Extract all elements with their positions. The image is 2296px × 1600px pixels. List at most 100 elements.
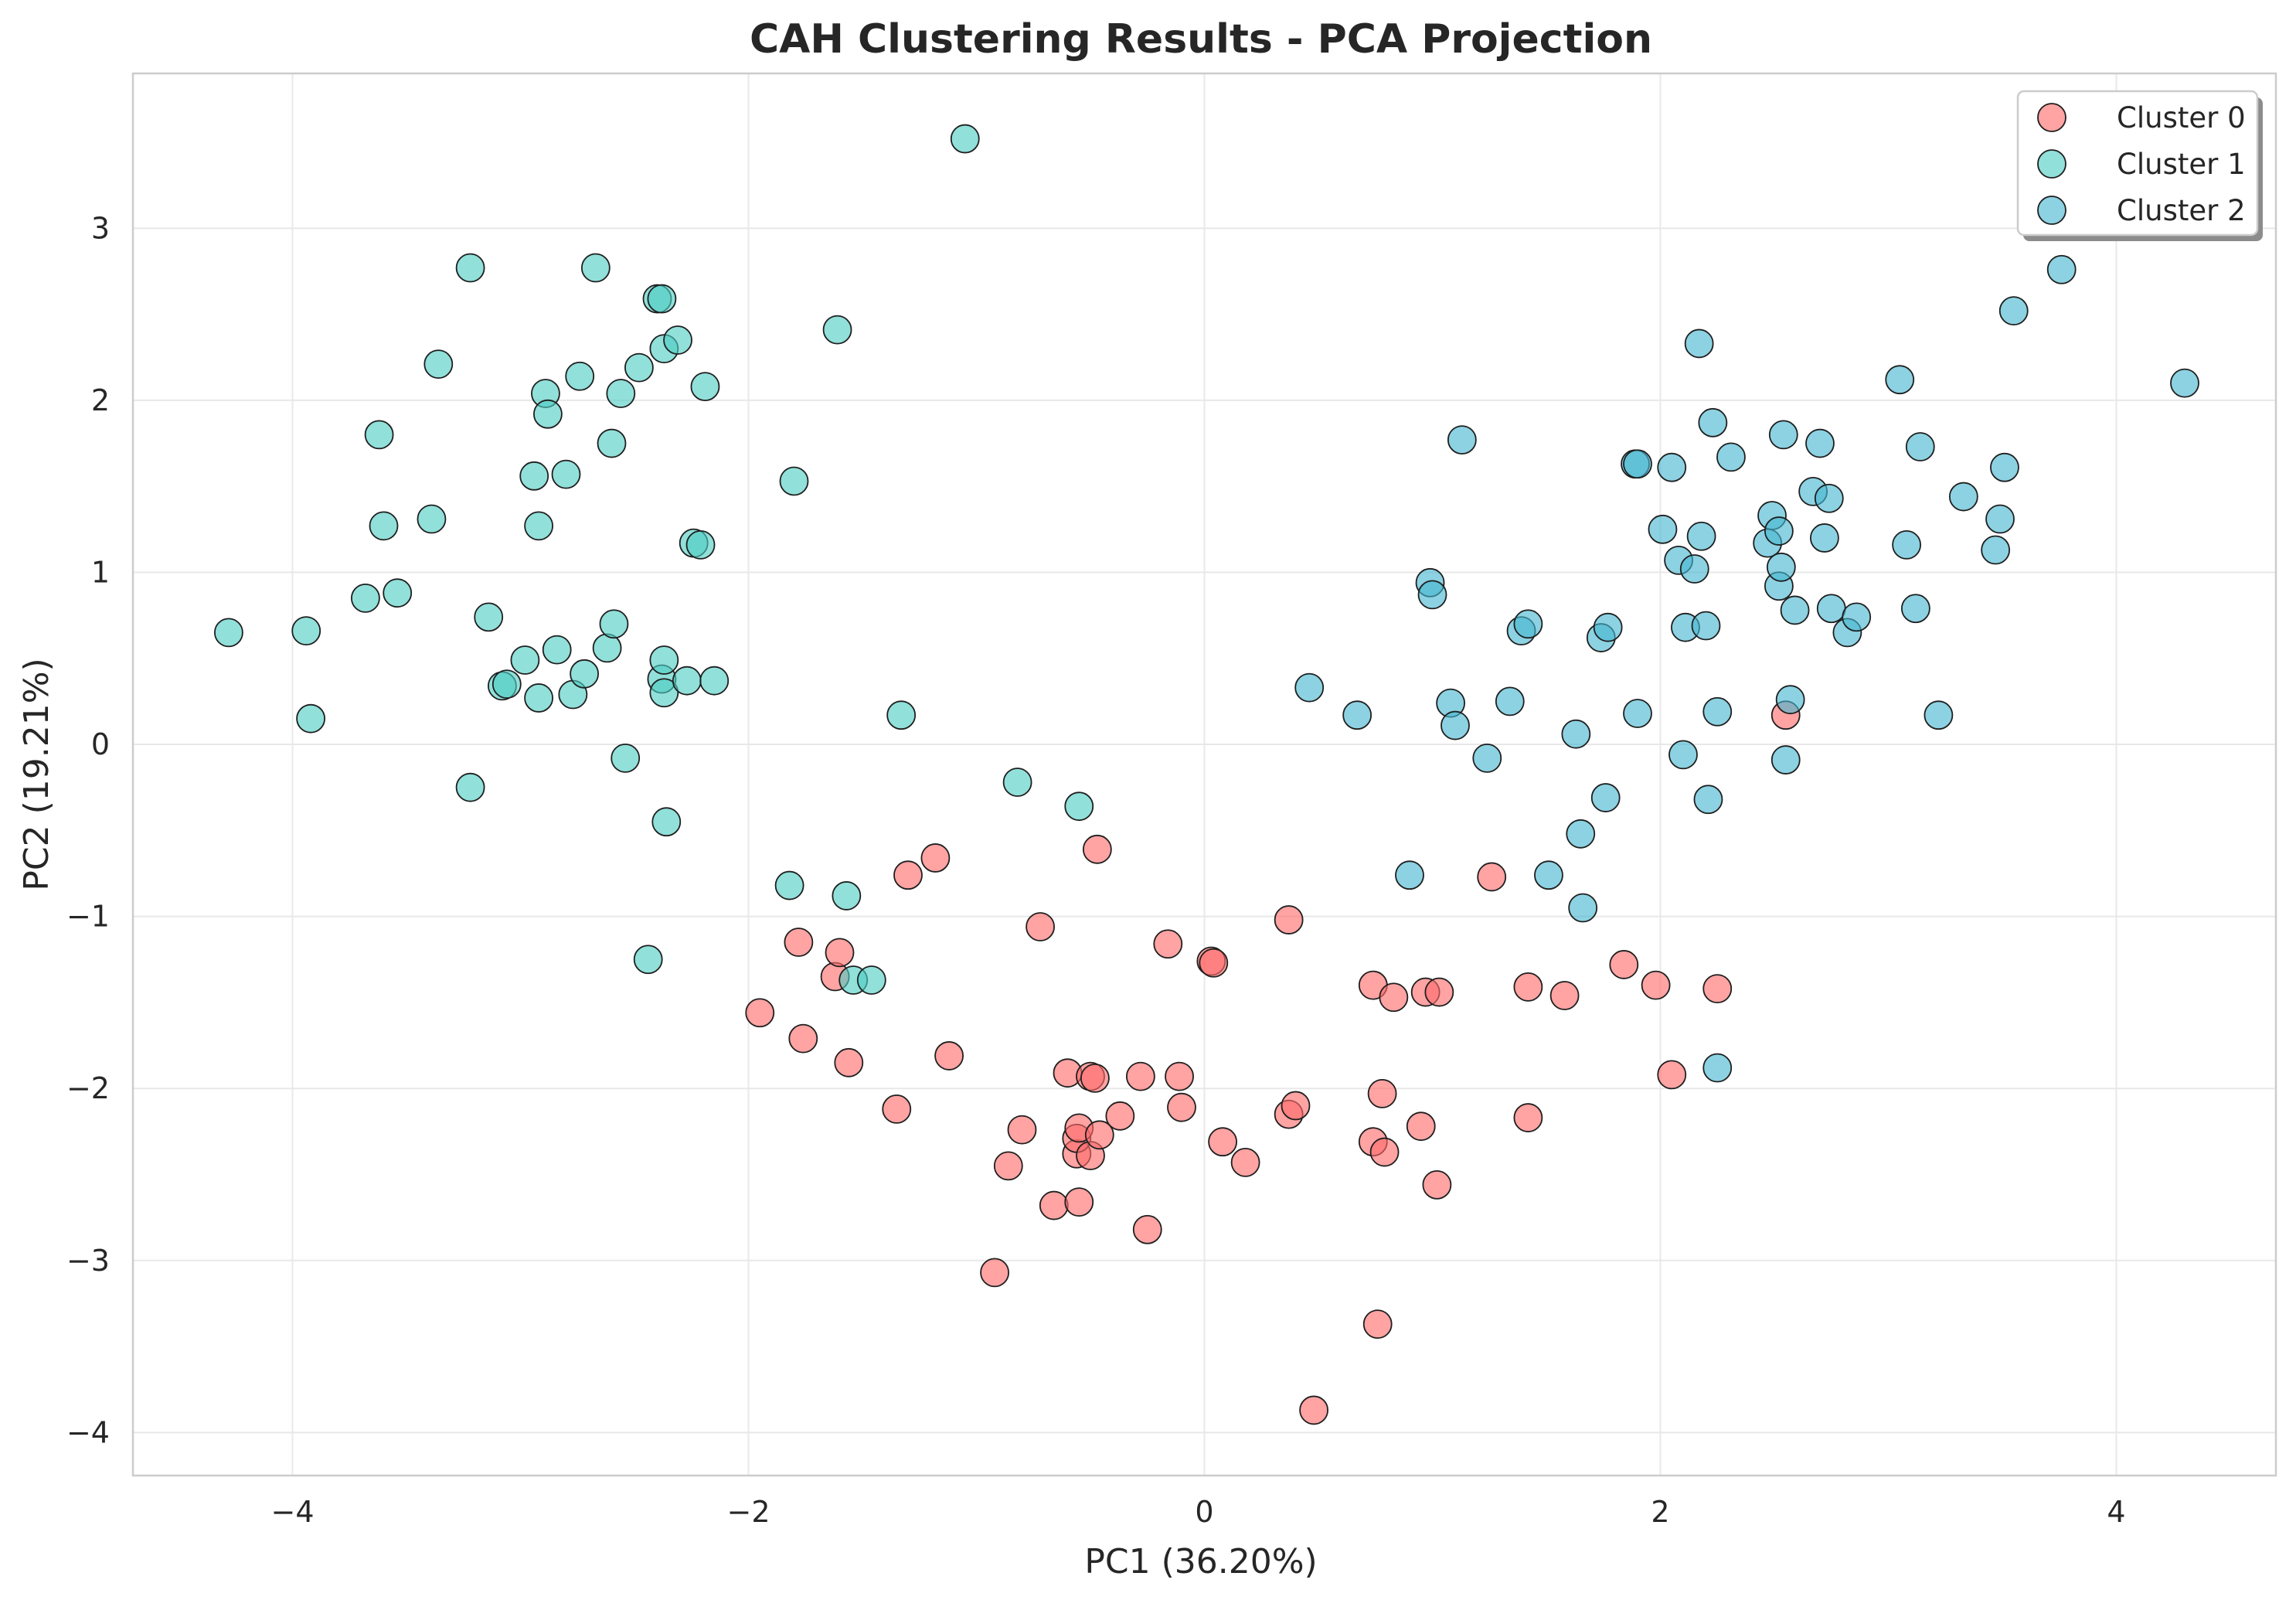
data-point	[1668, 740, 1698, 770]
data-point	[492, 669, 522, 700]
data-point	[1105, 1101, 1135, 1131]
data-point	[1768, 420, 1798, 450]
x-axis-label: PC1 (36.20%)	[1084, 1542, 1317, 1581]
data-point	[1657, 452, 1687, 482]
data-point	[1623, 699, 1652, 728]
data-point	[1702, 696, 1733, 727]
data-point	[1814, 483, 1844, 513]
data-point	[455, 772, 485, 802]
data-point	[1702, 1053, 1733, 1083]
data-point	[788, 1023, 818, 1054]
data-point	[1805, 428, 1835, 458]
data-point	[1424, 977, 1454, 1007]
data-point	[455, 253, 485, 283]
data-point	[663, 325, 692, 355]
data-point	[624, 352, 654, 383]
tick-labels: −4 −2 0 2 4 −4 −3 −2 −1 0 1 2 3	[66, 211, 2126, 1529]
data-point	[1775, 685, 1805, 715]
data-point	[832, 881, 862, 911]
data-point	[533, 399, 563, 429]
data-point	[606, 379, 636, 408]
data-point	[980, 1258, 1009, 1288]
data-point	[1406, 1111, 1436, 1142]
data-point	[1199, 948, 1229, 978]
legend-box	[2016, 90, 2259, 237]
data-point	[893, 860, 923, 890]
data-point	[1080, 1063, 1110, 1093]
data-point	[1167, 1092, 1196, 1122]
data-point	[1549, 981, 1580, 1010]
data-point	[1362, 1309, 1393, 1340]
data-point	[1369, 1137, 1400, 1167]
data-point	[1441, 710, 1470, 740]
data-point	[1924, 700, 1954, 730]
legend: Cluster 0 Cluster 1 Cluster 2	[2016, 90, 2263, 241]
data-point	[592, 633, 622, 663]
data-point	[1026, 912, 1055, 941]
data-point	[779, 466, 809, 496]
data-point	[856, 965, 886, 995]
data-point	[882, 1094, 912, 1124]
data-point	[1002, 768, 1032, 797]
data-point	[1379, 982, 1409, 1013]
data-point	[774, 870, 804, 900]
plot-frame	[131, 72, 2277, 1477]
data-point	[383, 578, 413, 608]
data-point	[1064, 1187, 1094, 1217]
data-point	[1593, 612, 1623, 642]
data-point	[1892, 529, 1922, 560]
data-point	[524, 511, 553, 541]
data-point	[1691, 611, 1721, 641]
data-point	[519, 461, 549, 491]
data-point	[950, 124, 980, 154]
data-point	[1230, 1148, 1260, 1177]
data-point	[649, 645, 679, 675]
data-point	[651, 807, 682, 837]
data-point	[1126, 1061, 1155, 1091]
data-point	[690, 372, 720, 401]
data-point	[784, 928, 814, 957]
data-point	[296, 703, 326, 734]
data-point	[1648, 514, 1678, 544]
data-point	[1342, 700, 1372, 730]
data-point	[1007, 1115, 1037, 1145]
legend-marker	[2037, 103, 2066, 132]
data-point	[1981, 535, 2011, 565]
data-point	[570, 659, 599, 689]
data-point	[685, 529, 716, 560]
data-point	[1417, 580, 1447, 610]
legend-label: Cluster 0	[2117, 101, 2246, 134]
data-point	[1064, 791, 1094, 822]
data-point	[1693, 785, 1723, 815]
data-point	[1885, 365, 1915, 395]
data-point	[920, 843, 951, 873]
data-point	[1495, 686, 1525, 717]
series-cluster-2	[1294, 254, 2199, 1083]
data-point	[1274, 905, 1304, 934]
data-point	[1132, 1214, 1162, 1244]
data-point	[1780, 595, 1810, 625]
data-point	[1842, 602, 1872, 632]
data-point	[1513, 972, 1543, 1002]
data-point	[369, 511, 399, 541]
data-point	[1513, 609, 1543, 639]
y-tick-label: 3	[91, 211, 110, 245]
legend-label: Cluster 1	[2117, 148, 2246, 181]
y-tick-label: 1	[91, 555, 110, 589]
data-point	[1568, 893, 1598, 923]
data-point	[524, 683, 553, 713]
x-tick-label: −2	[726, 1495, 770, 1529]
x-tick-label: 0	[1195, 1495, 1213, 1529]
data-point	[510, 645, 540, 675]
data-point	[1641, 970, 1671, 1000]
legend-marker	[2037, 149, 2066, 179]
data-point	[611, 743, 641, 773]
data-point	[993, 1151, 1023, 1181]
data-point	[1809, 523, 1839, 553]
data-point	[1657, 1060, 1687, 1090]
data-point	[1609, 950, 1639, 979]
y-tick-label: −4	[66, 1415, 110, 1449]
data-point	[1948, 482, 1978, 512]
data-point	[1590, 783, 1621, 812]
